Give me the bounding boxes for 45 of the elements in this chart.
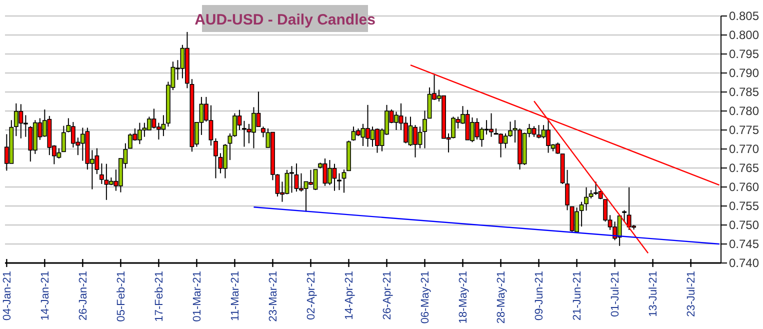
candlestick bbox=[99, 162, 104, 184]
candlestick bbox=[579, 201, 584, 228]
x-tick-label: 01-Jul-21 bbox=[610, 271, 622, 317]
x-tick-label: 13-Jul-21 bbox=[648, 271, 660, 317]
y-tick-label: 0.780 bbox=[729, 104, 760, 118]
x-tick-label: 28-May-21 bbox=[496, 271, 508, 324]
candlestick bbox=[422, 110, 427, 149]
candlestick bbox=[342, 169, 346, 194]
y-tick-label: 0.785 bbox=[729, 85, 760, 100]
y-tick-label: 0.745 bbox=[729, 237, 760, 252]
candlestick bbox=[61, 125, 66, 152]
x-tick-label: 01-Mar-21 bbox=[192, 271, 204, 322]
x-tick-label: 23-Jul-21 bbox=[686, 271, 698, 317]
x-tick-label: 04-Jan-21 bbox=[2, 271, 14, 321]
candlestick bbox=[622, 210, 627, 222]
x-tick-label: 21-Jun-21 bbox=[572, 271, 584, 321]
y-tick-label: 0.800 bbox=[729, 28, 760, 42]
candlestick bbox=[584, 186, 589, 212]
x-tick-label: 05-Feb-21 bbox=[116, 271, 128, 322]
x-tick-label: 02-Apr-21 bbox=[306, 271, 318, 320]
y-tick-label: 0.770 bbox=[729, 142, 760, 156]
y-tick-label: 0.760 bbox=[729, 180, 760, 194]
y-tick-label: 0.805 bbox=[729, 9, 760, 24]
y-tick-label: 0.750 bbox=[729, 218, 760, 232]
x-tick-label: 09-Jun-21 bbox=[534, 271, 546, 321]
candlestick bbox=[565, 169, 570, 211]
y-tick-label: 0.740 bbox=[729, 256, 760, 270]
y-tick-label: 0.765 bbox=[729, 161, 760, 176]
x-tick-label: 18-May-21 bbox=[458, 271, 470, 324]
y-tick-label: 0.775 bbox=[729, 123, 760, 138]
x-tick-label: 06-May-21 bbox=[420, 271, 432, 324]
x-tick-label: 14-Apr-21 bbox=[344, 271, 356, 320]
x-tick-label: 26-Apr-21 bbox=[382, 271, 394, 320]
candlestick bbox=[261, 126, 266, 138]
x-tick-label: 17-Feb-21 bbox=[154, 271, 166, 322]
candlestick bbox=[337, 172, 342, 191]
x-tick-label: 23-Mar-21 bbox=[268, 271, 280, 322]
x-tick-label: 11-Mar-21 bbox=[230, 271, 242, 321]
candlestick bbox=[214, 138, 218, 179]
x-tick-label: 14-Jan-21 bbox=[40, 271, 52, 321]
y-tick-label: 0.790 bbox=[729, 66, 760, 80]
y-tick-label: 0.795 bbox=[729, 47, 760, 62]
y-tick-label: 0.755 bbox=[729, 199, 760, 214]
chart-title: AUD-USD - Daily Candles bbox=[194, 11, 376, 28]
x-tick-label: 26-Jan-21 bbox=[78, 271, 90, 321]
